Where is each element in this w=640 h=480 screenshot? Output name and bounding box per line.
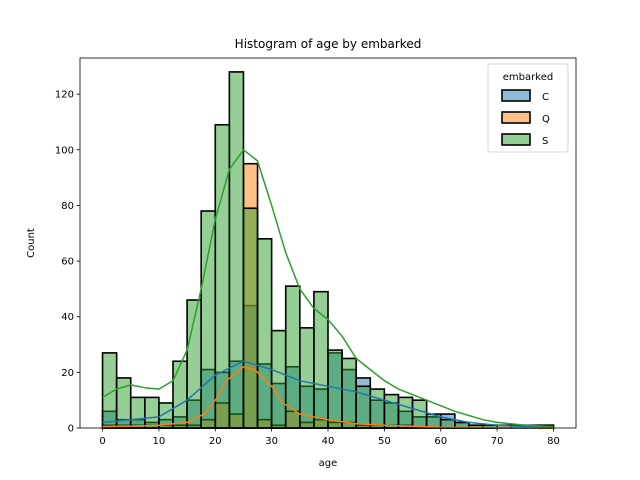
x-tick-label-20: 20 xyxy=(209,436,222,447)
kde-line-Q xyxy=(102,366,554,429)
bar-S-22 xyxy=(411,399,428,429)
bar-S-15 xyxy=(313,290,329,429)
bar-S-20 xyxy=(383,393,400,429)
x-tick-label-10: 10 xyxy=(153,436,166,447)
bar-S-9 xyxy=(228,71,245,429)
kde-curves xyxy=(102,149,554,429)
legend: embarked CQS xyxy=(487,63,569,153)
y-tick-label-100: 100 xyxy=(55,145,74,156)
bar-S-7 xyxy=(200,210,217,429)
legend-label-Q: Q xyxy=(542,114,550,125)
y-tick-label-20: 20 xyxy=(61,368,74,379)
legend-title: embarked xyxy=(503,72,553,83)
x-tick-label-30: 30 xyxy=(265,436,278,447)
bar-S-5 xyxy=(172,360,188,429)
bar-S-17 xyxy=(341,357,357,429)
y-axis-label: Count xyxy=(26,228,37,258)
kde-line-S xyxy=(102,149,554,428)
y-tick-label-40: 40 xyxy=(61,312,74,323)
legend-label-C: C xyxy=(542,92,549,103)
kde-line-C xyxy=(102,360,554,429)
bar-S-21 xyxy=(397,396,414,429)
x-tick-label-50: 50 xyxy=(378,436,391,447)
legend-swatch-Q xyxy=(501,111,531,124)
chart-title: Histogram of age by embarked xyxy=(235,37,422,51)
x-axis-ticks: 0 10 20 30 40 50 60 70 80 xyxy=(99,428,560,447)
bar-S-11 xyxy=(256,238,273,429)
bar-S-12 xyxy=(270,329,287,429)
x-tick-label-60: 60 xyxy=(434,436,447,447)
x-tick-label-80: 80 xyxy=(547,436,560,447)
legend-swatch-S xyxy=(501,133,531,146)
x-axis-label: age xyxy=(319,458,338,469)
x-tick-label-0: 0 xyxy=(99,436,105,447)
bar-S-3 xyxy=(144,396,160,429)
y-tick-label-60: 60 xyxy=(61,257,74,268)
legend-items: CQS xyxy=(501,89,550,147)
bar-S-19 xyxy=(369,388,386,429)
y-tick-label-0: 0 xyxy=(68,424,74,435)
bar-S-8 xyxy=(214,123,231,429)
legend-box xyxy=(487,63,569,153)
legend-swatch-C xyxy=(501,89,531,102)
y-tick-label-80: 80 xyxy=(61,201,74,212)
y-axis-ticks: 0 20 40 60 80 100 120 xyxy=(55,90,80,435)
legend-label-S: S xyxy=(542,136,548,147)
y-tick-label-120: 120 xyxy=(55,90,74,101)
bar-S-14 xyxy=(299,327,315,429)
x-tick-label-70: 70 xyxy=(491,436,504,447)
x-tick-label-40: 40 xyxy=(322,436,335,447)
bar-S-10 xyxy=(242,207,259,429)
bar-S-2 xyxy=(129,396,146,429)
